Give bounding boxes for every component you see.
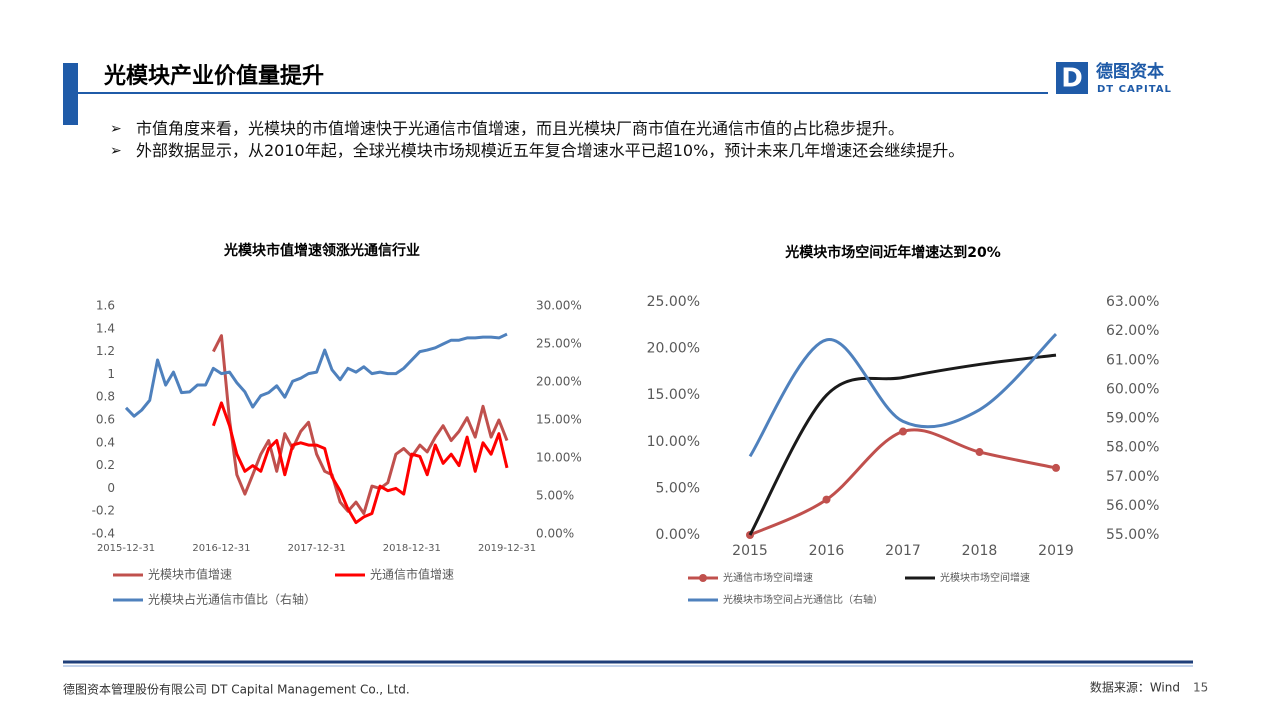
legend-label: 光模块占光通信市值比（右轴） [148,592,316,607]
y-tick-label: 0 [107,481,115,495]
y-tick-label: 0.4 [96,435,115,449]
y-tick-label: 1.4 [96,321,115,335]
bullet: 市值角度来看，光模块的市值增速快于光通信市值增速，而且光模块厂商市值在光通信市值… [110,118,1030,140]
y2-tick-label: 10.00% [536,451,582,465]
y-tick-label: -0.4 [92,527,115,541]
y2-tick-label: 58.00% [1106,440,1159,456]
y2-tick-label: 61.00% [1106,352,1159,368]
y2-tick-label: 5.00% [536,489,574,503]
y-tick-label: 0.6 [96,413,115,427]
series-line [748,353,1057,536]
x-tick-label: 2018-12-31 [383,543,441,554]
header-bar [63,63,78,125]
legend-marker [699,574,707,582]
logo-cn: 德图资本 [1096,61,1164,82]
x-tick-label: 2016-12-31 [192,543,250,554]
y2-tick-label: 20.00% [536,375,582,389]
y-tick-label: 1 [107,367,115,381]
y-tick-label: 1.2 [96,344,115,358]
bullet-list: 市值角度来看，光模块的市值增速快于光通信市值增速，而且光模块厂商市值在光通信市值… [110,118,1030,162]
y-tick-label: 0.2 [96,458,115,472]
legend-label: 光模块市场空间占光通信比（右轴） [723,593,883,606]
x-tick-label: 2018 [962,543,998,559]
footer-source: 数据来源：Wind [1090,680,1180,695]
legend-label: 光模块市值增速 [148,567,232,582]
point [975,448,984,457]
y2-tick-label: 57.00% [1106,469,1159,485]
series-line [749,428,1057,537]
x-tick-label: 2017-12-31 [288,543,346,554]
y2-tick-label: 15.00% [536,413,582,427]
y2-tick-label: 63.00% [1106,294,1159,310]
point [899,427,907,436]
y-tick-label: -0.2 [92,504,115,518]
y-tick-label: 5.00% [656,480,700,496]
x-tick-label: 2017 [885,543,921,559]
logo-mark: D [1061,64,1083,94]
y2-tick-label: 25.00% [536,337,582,351]
x-tick-label: 2015 [732,543,768,559]
y2-tick-label: 56.00% [1106,498,1159,514]
chart-title: 光模块市值增速领涨光通信行业 [223,242,420,259]
y-tick-label: 25.00% [647,294,700,310]
bullet: 外部数据显示，从2010年起，全球光模块市场规模近五年复合增速水平已超10%，预… [110,140,1030,162]
y-tick-label: 0.00% [656,527,700,543]
y2-tick-label: 59.00% [1106,411,1159,427]
point [1052,463,1060,472]
point [822,495,831,504]
footer-company: 德图资本管理股份有限公司 DT Capital Management Co., … [63,682,410,697]
legend-label: 光模块市场空间增速 [940,571,1030,584]
x-tick-label: 2016 [809,543,845,559]
x-tick-label: 2015-12-31 [97,543,155,554]
legend-label: 光通信市值增速 [370,567,454,582]
x-tick-label: 2019 [1038,543,1074,559]
y-tick-label: 1.6 [96,299,115,313]
series-line [748,332,1058,458]
logo-en: DT CAPITAL [1097,84,1172,95]
y2-tick-label: 62.00% [1106,323,1159,339]
y-tick-label: 15.00% [647,387,700,403]
y2-tick-label: 60.00% [1106,381,1159,397]
series-line [124,332,508,418]
y-tick-label: 0.8 [96,390,115,404]
x-tick-label: 2019-12-31 [478,543,536,554]
header-title: 光模块产业价值量提升 [103,63,324,89]
series-line [211,401,509,525]
series-line [212,334,509,515]
y2-tick-label: 0.00% [536,527,574,541]
y2-tick-label: 55.00% [1106,527,1159,543]
logo-box [1056,62,1088,94]
legend-label: 光通信市场空间增速 [723,571,813,584]
y2-tick-label: 30.00% [536,299,582,313]
chart-title: 光模块市场空间近年增速达到20% [784,244,1001,261]
page-number: 15 [1193,681,1208,695]
y-tick-label: 10.00% [647,434,700,450]
y-tick-label: 20.00% [647,341,700,357]
